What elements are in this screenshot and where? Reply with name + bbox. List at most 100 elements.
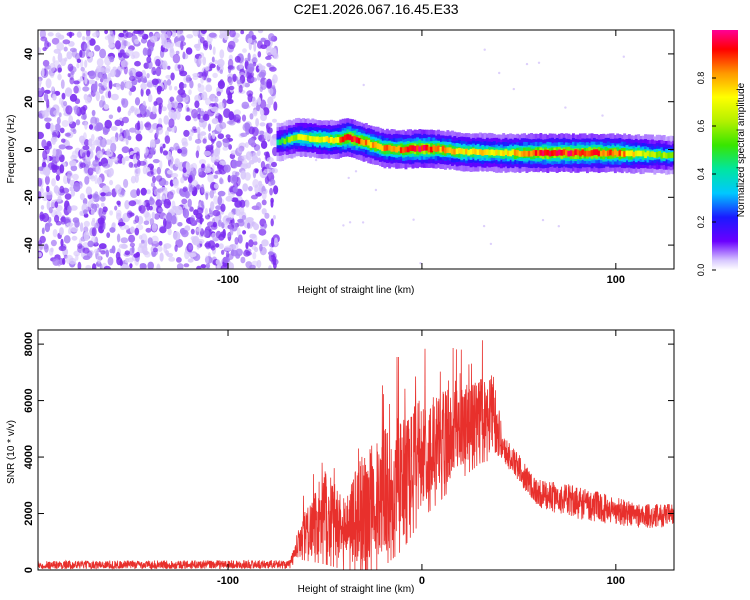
noise-speckle (173, 142, 180, 151)
noise-speckle (219, 69, 223, 75)
noise-speckle (152, 159, 160, 164)
noise-speckle (215, 205, 222, 211)
spectral-band (488, 149, 492, 156)
noise-speckle (60, 215, 66, 225)
noise-speckle (235, 248, 243, 257)
noise-speckle (240, 132, 248, 137)
spectral-band (371, 142, 375, 148)
noise-speckle (512, 87, 515, 91)
noise-speckle (129, 242, 135, 248)
spectral-band (565, 150, 568, 156)
noise-speckle (252, 96, 256, 105)
noise-speckle (170, 215, 177, 225)
noise-speckle (258, 65, 266, 71)
spectral-band (285, 136, 289, 143)
noise-speckle (227, 262, 234, 269)
noise-speckle (65, 105, 73, 115)
noise-speckle (258, 71, 266, 78)
noise-speckle (63, 174, 69, 185)
noise-speckle (97, 71, 104, 79)
noise-speckle (252, 152, 258, 159)
noise-speckle (94, 124, 101, 132)
noise-speckle (65, 223, 69, 228)
noise-speckle (141, 245, 148, 255)
noise-speckle (83, 231, 90, 242)
noise-speckle (155, 175, 163, 182)
spectral-band (485, 149, 489, 155)
spectral-band (378, 144, 382, 150)
noise-speckle (76, 31, 82, 38)
noise-speckle (38, 47, 41, 56)
noise-speckle (130, 189, 138, 199)
noise-speckle (124, 250, 130, 256)
noise-speckle (125, 80, 133, 89)
noise-speckle (147, 237, 153, 245)
noise-speckle (362, 83, 365, 87)
noise-speckle (228, 111, 235, 121)
noise-speckle (270, 178, 276, 186)
noise-speckle (253, 246, 259, 253)
noise-speckle (217, 80, 225, 89)
noise-speckle (73, 105, 80, 115)
spectral-band (590, 150, 594, 156)
spectral-band (281, 137, 285, 144)
noise-speckle (245, 217, 254, 223)
noise-speckle (39, 30, 46, 39)
noise-speckle (222, 256, 231, 264)
x-tick-label: 0 (419, 575, 425, 587)
noise-speckle (185, 161, 190, 171)
noise-speckle (198, 55, 203, 65)
noise-speckle (166, 79, 172, 86)
noise-speckle (110, 93, 119, 101)
noise-speckle (139, 120, 144, 130)
spectral-band (606, 150, 610, 157)
noise-speckle (261, 208, 267, 215)
noise-speckle (212, 46, 216, 55)
spectral-band (332, 137, 336, 144)
noise-speckle (116, 233, 121, 243)
spectral-band (413, 146, 417, 152)
spectral-band (411, 145, 415, 151)
spectral-band (453, 148, 457, 155)
noise-speckle (214, 111, 219, 117)
noise-speckle (181, 198, 188, 205)
noise-speckle (115, 40, 121, 50)
noise-speckle (200, 264, 207, 269)
colorbar-tick-label: 0.8 (696, 72, 706, 85)
noise-speckle (90, 143, 95, 151)
noise-speckle (235, 208, 241, 216)
noise-speckle (62, 257, 66, 265)
noise-speckle (347, 176, 350, 180)
noise-speckle (133, 30, 141, 34)
spectral-band (299, 134, 303, 140)
noise-speckle (412, 218, 415, 221)
noise-speckle (57, 195, 62, 202)
noise-speckle (121, 98, 129, 108)
snr-y-ticks: 0 2000 4000 6000 8000 (23, 332, 674, 573)
noise-speckle (174, 205, 183, 216)
noise-speckle (172, 231, 181, 241)
noise-speckle (214, 243, 220, 248)
spectral-band (362, 140, 366, 146)
noise-speckle (41, 67, 45, 78)
noise-speckle (81, 114, 87, 120)
noise-speckle (251, 34, 257, 41)
noise-speckle (196, 265, 202, 269)
noise-speckle (116, 200, 121, 206)
spectral-band (481, 150, 485, 156)
spectral-band (625, 150, 629, 157)
noise-speckle (146, 73, 150, 79)
noise-speckle (70, 189, 76, 197)
noise-speckle (235, 171, 240, 176)
noise-speckle (134, 215, 140, 224)
spectral-band (423, 144, 426, 151)
noise-speckle (104, 119, 112, 129)
noise-speckle (39, 187, 44, 194)
noise-speckle (103, 83, 107, 88)
noise-speckle (168, 85, 173, 91)
noise-speckle (92, 217, 96, 223)
noise-speckle (125, 138, 129, 145)
noise-speckle (145, 227, 152, 233)
noise-speckle (57, 73, 62, 81)
noise-speckle (257, 51, 262, 58)
